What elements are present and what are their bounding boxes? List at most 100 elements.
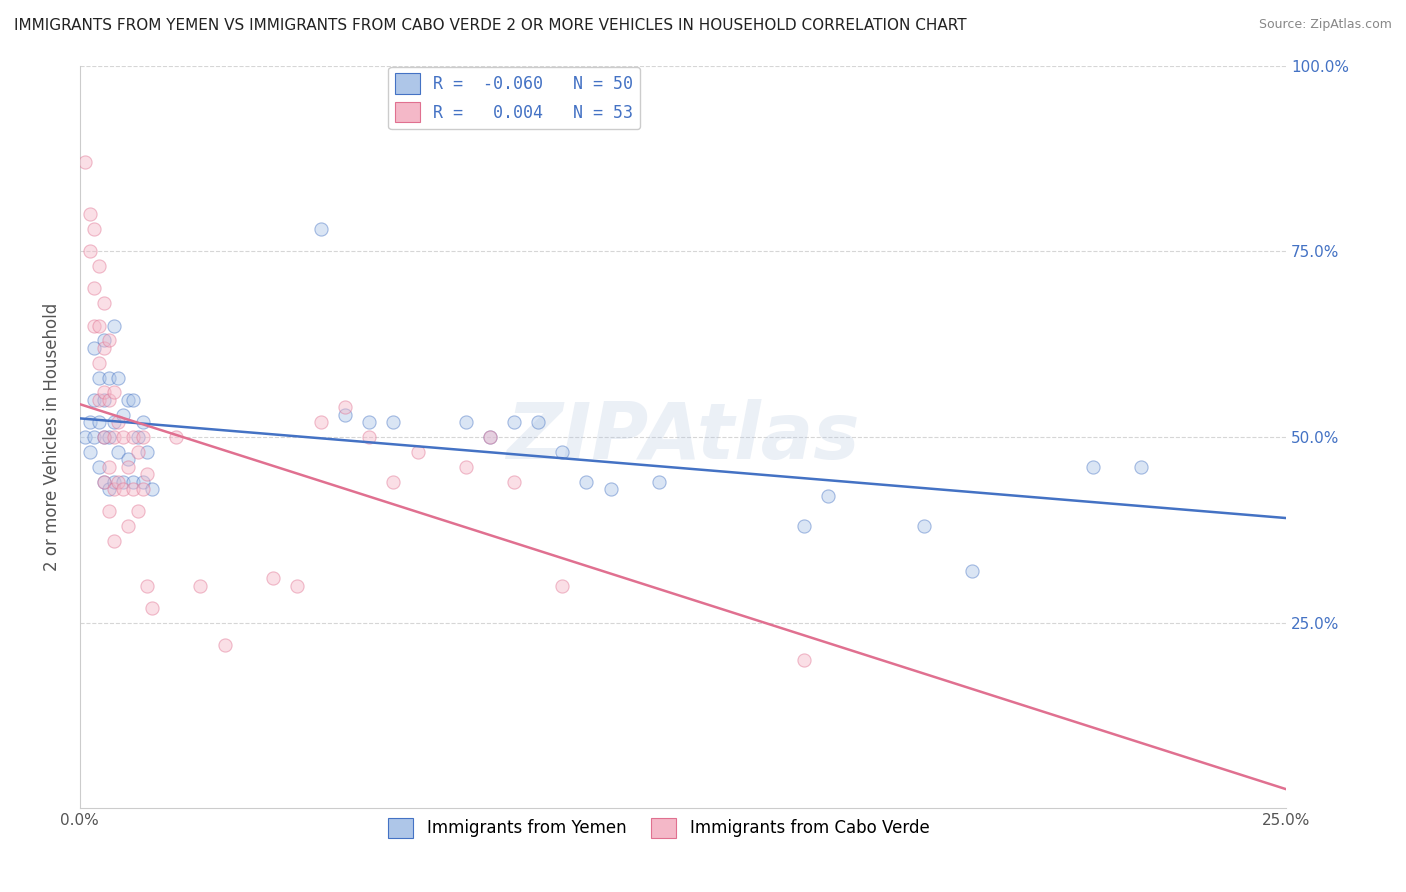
Point — [79, 445, 101, 459]
Point — [478, 430, 501, 444]
Point — [190, 578, 212, 592]
Point — [89, 370, 111, 384]
Text: ZIPAtlas: ZIPAtlas — [506, 399, 859, 475]
Point — [103, 482, 125, 496]
Point — [97, 334, 120, 348]
Point — [406, 445, 429, 459]
Point — [478, 430, 501, 444]
Point — [382, 475, 405, 489]
Point — [817, 490, 839, 504]
Point — [103, 430, 125, 444]
Point — [262, 571, 284, 585]
Point — [107, 415, 129, 429]
Point — [93, 475, 115, 489]
Point — [551, 578, 574, 592]
Point — [117, 519, 139, 533]
Point — [93, 334, 115, 348]
Point — [89, 356, 111, 370]
Point — [103, 318, 125, 333]
Point — [136, 445, 159, 459]
Point — [97, 504, 120, 518]
Point — [454, 415, 477, 429]
Point — [792, 519, 814, 533]
Point — [136, 467, 159, 482]
Point — [551, 445, 574, 459]
Point — [122, 482, 145, 496]
Point — [131, 475, 153, 489]
Point — [112, 475, 135, 489]
Point — [89, 459, 111, 474]
Point — [112, 482, 135, 496]
Point — [83, 281, 105, 295]
Point — [93, 341, 115, 355]
Point — [93, 475, 115, 489]
Point — [107, 475, 129, 489]
Point — [117, 452, 139, 467]
Point — [122, 392, 145, 407]
Point — [97, 459, 120, 474]
Point — [89, 392, 111, 407]
Point — [503, 415, 526, 429]
Point — [141, 482, 163, 496]
Point — [122, 430, 145, 444]
Point — [792, 653, 814, 667]
Point — [93, 385, 115, 400]
Point — [89, 259, 111, 273]
Point — [127, 504, 149, 518]
Point — [97, 430, 120, 444]
Point — [89, 318, 111, 333]
Point — [214, 638, 236, 652]
Point — [97, 482, 120, 496]
Legend: Immigrants from Yemen, Immigrants from Cabo Verde: Immigrants from Yemen, Immigrants from C… — [381, 811, 936, 845]
Point — [285, 578, 308, 592]
Point — [117, 392, 139, 407]
Point — [575, 475, 598, 489]
Point — [599, 482, 621, 496]
Point — [122, 475, 145, 489]
Point — [93, 392, 115, 407]
Point — [103, 475, 125, 489]
Point — [117, 459, 139, 474]
Point — [83, 392, 105, 407]
Point — [112, 408, 135, 422]
Point — [131, 430, 153, 444]
Point — [359, 430, 381, 444]
Point — [503, 475, 526, 489]
Point — [912, 519, 935, 533]
Point — [335, 408, 357, 422]
Point — [165, 430, 187, 444]
Point — [83, 341, 105, 355]
Point — [107, 370, 129, 384]
Point — [127, 445, 149, 459]
Point — [103, 385, 125, 400]
Point — [112, 430, 135, 444]
Point — [382, 415, 405, 429]
Point — [97, 392, 120, 407]
Point — [1130, 459, 1153, 474]
Point — [83, 222, 105, 236]
Point — [93, 430, 115, 444]
Point — [73, 155, 96, 169]
Point — [93, 430, 115, 444]
Point — [335, 401, 357, 415]
Point — [83, 430, 105, 444]
Point — [136, 578, 159, 592]
Point — [79, 244, 101, 259]
Point — [359, 415, 381, 429]
Point — [127, 430, 149, 444]
Point — [93, 296, 115, 310]
Point — [527, 415, 550, 429]
Point — [97, 370, 120, 384]
Point — [962, 564, 984, 578]
Point — [83, 318, 105, 333]
Y-axis label: 2 or more Vehicles in Household: 2 or more Vehicles in Household — [44, 303, 60, 571]
Point — [309, 222, 332, 236]
Point — [73, 430, 96, 444]
Text: Source: ZipAtlas.com: Source: ZipAtlas.com — [1258, 18, 1392, 31]
Point — [107, 445, 129, 459]
Point — [648, 475, 671, 489]
Point — [309, 415, 332, 429]
Point — [103, 534, 125, 549]
Point — [103, 415, 125, 429]
Point — [1081, 459, 1104, 474]
